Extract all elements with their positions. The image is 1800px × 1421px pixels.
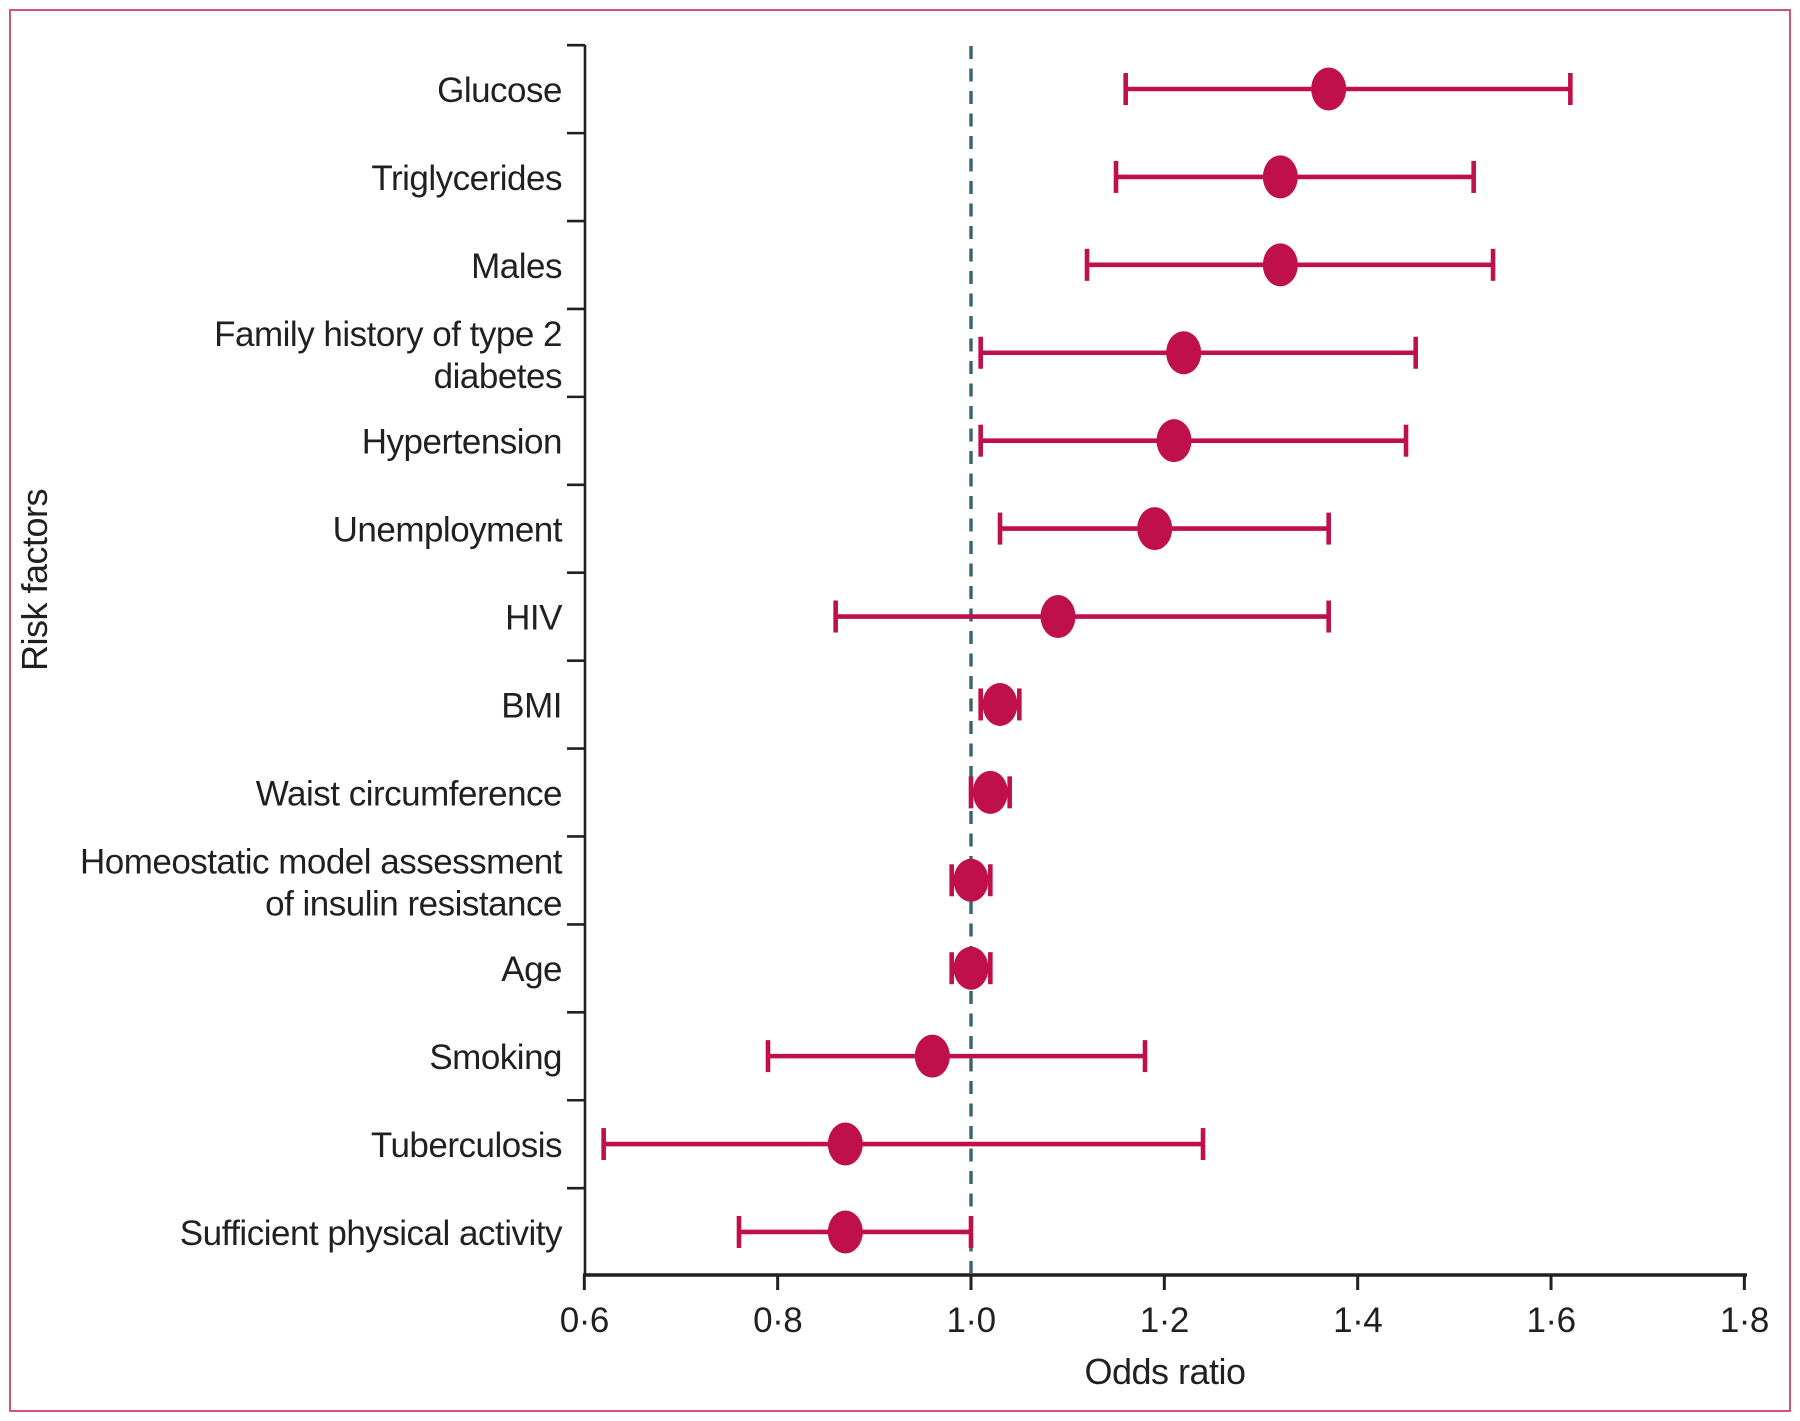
x-axis-tick-label: 1·6 [1526, 1301, 1575, 1340]
or-point-hiv [1040, 595, 1076, 639]
x-axis-tick-label: 1·8 [1720, 1301, 1769, 1340]
category-label-hypertension: Hypertension [362, 423, 562, 462]
x-axis-tick-label: 0·8 [753, 1301, 802, 1340]
category-label-homa-insulin-resistance: of insulin resistance [265, 884, 562, 923]
or-point-age [953, 946, 989, 990]
category-label-males: Males [471, 247, 562, 286]
x-axis-tick-label: 1·4 [1333, 1301, 1382, 1340]
or-point-family-history-type-2-diabetes [1166, 331, 1202, 375]
or-point-triglycerides [1262, 155, 1298, 199]
category-label-tuberculosis: Tuberculosis [371, 1126, 562, 1165]
or-point-hypertension [1156, 419, 1192, 463]
category-label-glucose: Glucose [437, 71, 562, 110]
x-axis-tick-label: 1·2 [1140, 1301, 1189, 1340]
x-axis-tick-label: 0·6 [560, 1301, 609, 1340]
or-point-smoking [914, 1034, 950, 1078]
x-axis-title: Odds ratio [1084, 1351, 1245, 1392]
category-label-waist-circumference: Waist circumference [256, 774, 562, 813]
category-label-unemployment: Unemployment [333, 511, 563, 550]
category-label-hiv: HIV [505, 599, 563, 638]
or-point-unemployment [1137, 507, 1173, 551]
or-point-glucose [1311, 67, 1347, 111]
or-point-bmi [982, 682, 1018, 726]
category-label-age: Age [501, 950, 562, 989]
category-label-bmi: BMI [501, 686, 562, 725]
or-point-sufficient-physical-activity [827, 1210, 863, 1254]
category-label-family-history-type-2-diabetes: Family history of type 2 [214, 315, 562, 354]
or-point-homa-insulin-resistance [953, 858, 989, 902]
or-point-tuberculosis [827, 1122, 863, 1166]
category-label-sufficient-physical-activity: Sufficient physical activity [180, 1214, 563, 1253]
category-label-homa-insulin-resistance: Homeostatic model assessment [80, 842, 563, 881]
or-point-waist-circumference [972, 770, 1008, 814]
category-label-family-history-type-2-diabetes: diabetes [434, 357, 562, 396]
or-point-males [1262, 243, 1298, 287]
x-axis-tick-label: 1·0 [946, 1301, 995, 1340]
category-label-smoking: Smoking [429, 1038, 562, 1077]
category-label-triglycerides: Triglycerides [371, 159, 562, 198]
y-axis-title: Risk factors [14, 489, 55, 671]
